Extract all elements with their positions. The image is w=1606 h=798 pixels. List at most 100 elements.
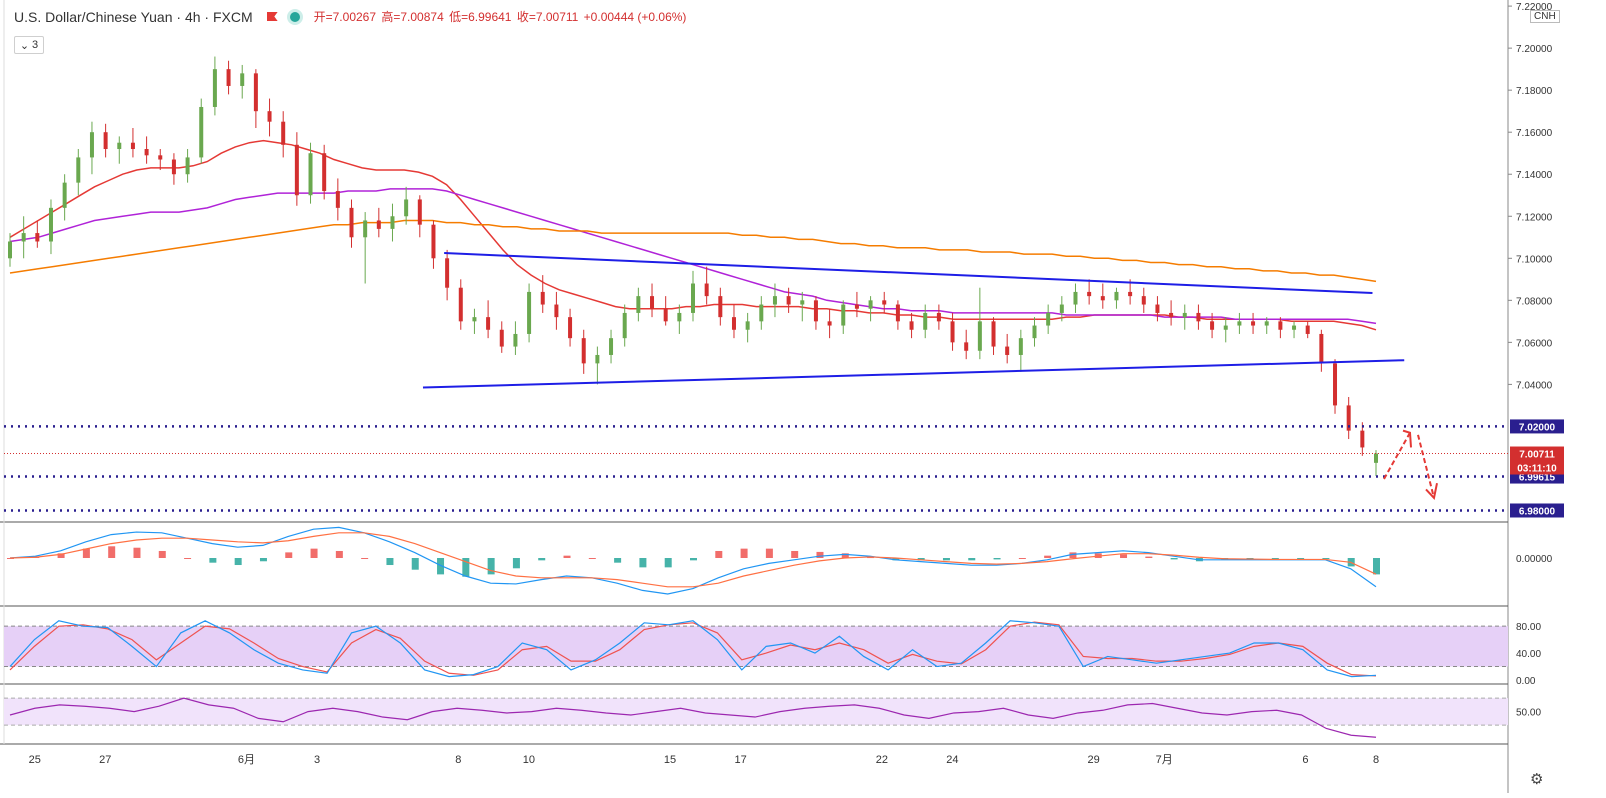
candle[interactable] bbox=[527, 283, 532, 343]
candle[interactable] bbox=[267, 98, 272, 137]
candle[interactable] bbox=[376, 207, 381, 238]
candle[interactable] bbox=[841, 300, 846, 334]
candle[interactable] bbox=[445, 249, 450, 301]
candle[interactable] bbox=[1059, 296, 1064, 322]
candle[interactable] bbox=[1046, 304, 1051, 334]
candle[interactable] bbox=[212, 56, 217, 116]
flag-icon[interactable] bbox=[266, 12, 278, 21]
candle[interactable] bbox=[390, 203, 395, 242]
candle[interactable] bbox=[827, 308, 832, 339]
candle[interactable] bbox=[568, 308, 573, 347]
candle[interactable] bbox=[1278, 317, 1283, 339]
candle[interactable] bbox=[1292, 321, 1297, 339]
candle[interactable] bbox=[404, 186, 409, 225]
candle[interactable] bbox=[117, 136, 122, 164]
candle[interactable] bbox=[636, 287, 641, 322]
candle[interactable] bbox=[130, 127, 135, 158]
candle[interactable] bbox=[650, 283, 655, 318]
candle[interactable] bbox=[554, 291, 559, 330]
currency-badge[interactable]: CNH bbox=[1530, 10, 1560, 23]
candle[interactable] bbox=[499, 321, 504, 353]
candle[interactable] bbox=[1182, 304, 1187, 330]
candle[interactable] bbox=[813, 296, 818, 330]
candle[interactable] bbox=[1346, 397, 1351, 440]
candle[interactable] bbox=[923, 304, 928, 339]
indicators-toggle-button[interactable]: ⌄ 3 bbox=[14, 36, 44, 54]
candle[interactable] bbox=[772, 283, 777, 318]
trendline[interactable] bbox=[444, 252, 1373, 294]
candle[interactable] bbox=[513, 321, 518, 355]
candle[interactable] bbox=[868, 296, 873, 322]
candle[interactable] bbox=[609, 329, 614, 364]
candle[interactable] bbox=[144, 136, 149, 164]
candle[interactable] bbox=[663, 296, 668, 326]
candle[interactable] bbox=[322, 144, 327, 200]
candle[interactable] bbox=[1169, 300, 1174, 326]
candle[interactable] bbox=[458, 279, 463, 330]
candle[interactable] bbox=[882, 291, 887, 313]
candle[interactable] bbox=[21, 216, 26, 259]
candle[interactable] bbox=[89, 121, 94, 175]
candle[interactable] bbox=[1196, 304, 1201, 330]
candle[interactable] bbox=[745, 312, 750, 343]
candle[interactable] bbox=[158, 149, 163, 171]
candle[interactable] bbox=[1210, 312, 1215, 339]
candle[interactable] bbox=[431, 220, 436, 269]
candle[interactable] bbox=[581, 329, 586, 374]
candle[interactable] bbox=[691, 270, 695, 322]
candle[interactable] bbox=[8, 233, 12, 267]
candle[interactable] bbox=[1305, 321, 1310, 339]
candle[interactable] bbox=[335, 178, 340, 221]
candle[interactable] bbox=[1005, 333, 1010, 364]
candle[interactable] bbox=[540, 275, 545, 313]
candle[interactable] bbox=[704, 266, 709, 305]
candle[interactable] bbox=[759, 296, 764, 330]
candle[interactable] bbox=[854, 291, 859, 318]
candle[interactable] bbox=[226, 60, 231, 95]
candle[interactable] bbox=[472, 308, 477, 334]
candle[interactable] bbox=[718, 287, 723, 326]
candle[interactable] bbox=[76, 149, 81, 196]
candle[interactable] bbox=[1087, 279, 1092, 305]
candle[interactable] bbox=[595, 346, 600, 385]
candle[interactable] bbox=[199, 98, 204, 164]
candle[interactable] bbox=[417, 195, 422, 238]
candle[interactable] bbox=[1073, 283, 1078, 313]
candle[interactable] bbox=[1141, 287, 1146, 313]
trendline[interactable] bbox=[422, 359, 1405, 389]
candle[interactable] bbox=[677, 304, 682, 334]
candle[interactable] bbox=[281, 111, 286, 158]
candle[interactable] bbox=[294, 132, 299, 206]
candle[interactable] bbox=[35, 220, 40, 248]
candle[interactable] bbox=[349, 199, 354, 248]
candle[interactable] bbox=[253, 69, 258, 128]
candle[interactable] bbox=[1237, 312, 1242, 334]
candle[interactable] bbox=[1251, 312, 1256, 334]
candle[interactable] bbox=[1360, 422, 1365, 456]
candle[interactable] bbox=[48, 199, 53, 255]
candle[interactable] bbox=[1114, 287, 1119, 309]
candle[interactable] bbox=[1100, 283, 1105, 309]
candle[interactable] bbox=[62, 174, 67, 221]
candle[interactable] bbox=[171, 153, 176, 185]
candle[interactable] bbox=[895, 300, 900, 330]
candle[interactable] bbox=[1374, 450, 1378, 477]
candle[interactable] bbox=[622, 304, 627, 347]
candle[interactable] bbox=[991, 317, 996, 355]
candle[interactable] bbox=[1032, 317, 1037, 347]
candle[interactable] bbox=[731, 304, 736, 339]
candle[interactable] bbox=[1333, 359, 1338, 414]
candle[interactable] bbox=[103, 123, 108, 158]
gear-icon[interactable]: ⚙ bbox=[1530, 771, 1544, 788]
candle[interactable] bbox=[363, 212, 368, 284]
candle[interactable] bbox=[1223, 317, 1228, 343]
symbol-title[interactable]: U.S. Dollar/Chinese Yuan · 4h · FXCM bbox=[14, 8, 253, 25]
candle[interactable] bbox=[308, 142, 313, 204]
candle[interactable] bbox=[185, 149, 190, 183]
candle[interactable] bbox=[486, 300, 491, 339]
candle[interactable] bbox=[1319, 329, 1324, 372]
candle[interactable] bbox=[1018, 329, 1023, 372]
candle[interactable] bbox=[240, 64, 245, 99]
